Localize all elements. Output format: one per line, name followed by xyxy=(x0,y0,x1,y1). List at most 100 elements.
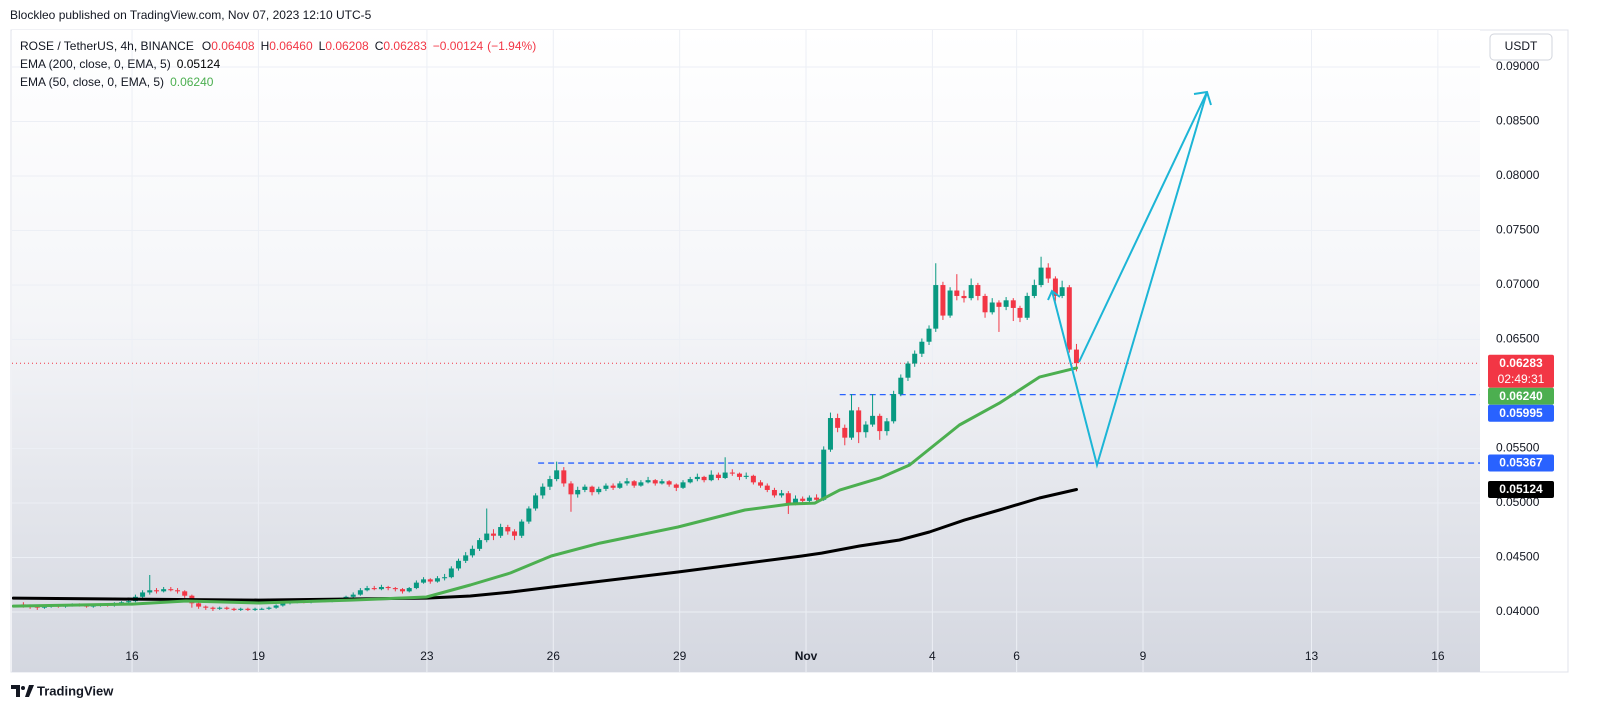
candle-body xyxy=(182,591,188,596)
candle-body xyxy=(708,474,714,481)
candle-body xyxy=(933,285,939,329)
candle-body xyxy=(736,473,742,477)
candle-body xyxy=(364,588,370,591)
candle-body xyxy=(252,608,258,610)
candle-body xyxy=(413,582,419,589)
candle-body xyxy=(512,531,518,536)
candle-body xyxy=(273,605,279,608)
candle-body xyxy=(1031,285,1037,296)
candle-body xyxy=(947,290,953,316)
legend-ohlc-key: C xyxy=(375,39,384,53)
candle-body xyxy=(982,295,988,313)
candle-body xyxy=(498,527,504,536)
candle-body xyxy=(575,489,581,495)
price-tag xyxy=(1488,481,1554,499)
candle-body xyxy=(448,568,454,578)
y-tick-label: 0.05500 xyxy=(1496,441,1540,455)
candle-body xyxy=(877,415,883,432)
candle-body xyxy=(147,590,153,593)
candle-body xyxy=(280,603,286,606)
price-tag-label: 0.05995 xyxy=(1499,406,1543,420)
candle-body xyxy=(785,493,791,504)
ema-line xyxy=(12,366,1078,608)
legend-indicator: EMA (50, close, 0, EMA, 5) 0.06240 xyxy=(20,75,214,89)
arrow-head xyxy=(1193,90,1212,106)
candle-body xyxy=(1052,278,1058,296)
y-tick-label: 0.04500 xyxy=(1496,550,1540,564)
candle-body xyxy=(701,476,707,481)
x-tick-label: 19 xyxy=(252,649,266,663)
candle-body xyxy=(245,608,251,610)
candle-body xyxy=(779,493,785,496)
candle-body xyxy=(722,472,728,478)
candle-body xyxy=(891,394,897,422)
candle-body xyxy=(196,603,202,607)
price-tag-countdown: 02:49:31 xyxy=(1498,372,1545,386)
candle-body xyxy=(126,601,132,603)
candle-body xyxy=(624,481,630,484)
y-tick-label: 0.05000 xyxy=(1496,495,1540,509)
price-tag xyxy=(1488,387,1554,405)
candle-body xyxy=(168,589,174,591)
candle-body xyxy=(371,588,377,590)
legend-ohlc-key: O xyxy=(202,39,211,53)
candle-body xyxy=(442,577,448,579)
candle-body xyxy=(800,498,806,501)
price-tag-label: 0.05367 xyxy=(1499,456,1543,470)
candle-body xyxy=(526,508,532,522)
candle-body xyxy=(266,607,272,609)
candle-body xyxy=(484,533,490,541)
candle-body xyxy=(568,483,574,495)
candle-body xyxy=(954,290,960,296)
x-tick-label: 26 xyxy=(547,649,561,663)
candle-body xyxy=(1017,307,1023,318)
candle-body xyxy=(771,489,777,496)
currency-button[interactable] xyxy=(1489,33,1553,61)
candle-body xyxy=(750,475,756,483)
candle-body xyxy=(919,341,925,354)
candle-body xyxy=(687,479,693,483)
candle-body xyxy=(821,449,827,500)
candle-body xyxy=(456,560,462,569)
candle-body xyxy=(1024,295,1030,318)
candle-body xyxy=(758,482,764,486)
candle-body xyxy=(863,424,869,433)
candle-body xyxy=(1010,300,1016,308)
legend-change-pct: (−1.94%) xyxy=(487,39,536,53)
candle-body xyxy=(203,606,209,608)
candle-body xyxy=(224,607,230,609)
y-tick-label: 0.09000 xyxy=(1496,59,1540,73)
candle-body xyxy=(638,482,644,486)
candle-body xyxy=(631,481,637,486)
candle-body xyxy=(392,588,398,590)
publish-header: Blockleo published on TradingView.com, N… xyxy=(10,8,372,22)
candle-body xyxy=(884,421,890,432)
legend-ohlc-key: H xyxy=(261,39,270,53)
price-tag xyxy=(1488,404,1554,422)
currency-button-label[interactable]: USDT xyxy=(1505,39,1538,53)
x-tick-label: 16 xyxy=(1431,649,1445,663)
candle-body xyxy=(989,302,995,313)
candle-body xyxy=(961,295,967,299)
candle-body xyxy=(469,548,475,556)
candle-body xyxy=(519,521,525,536)
candle-body xyxy=(1059,287,1065,296)
price-tag-label: 0.06240 xyxy=(1499,389,1543,403)
drawing xyxy=(1047,90,1212,469)
brand-name: TradingView xyxy=(37,683,114,698)
axes: 0.040000.045000.050000.055000.060000.065… xyxy=(125,59,1554,663)
candle-body xyxy=(617,483,623,488)
candle-body xyxy=(764,485,770,490)
candle-body xyxy=(357,590,363,595)
candle-body xyxy=(666,481,672,485)
legend-indicator: EMA (200, close, 0, EMA, 5) 0.05124 xyxy=(20,57,220,71)
logo-mark xyxy=(11,685,20,697)
candle-body xyxy=(554,470,560,480)
candle-body xyxy=(743,475,749,477)
candle-body xyxy=(540,486,546,496)
candle-body xyxy=(385,586,391,589)
candle-body xyxy=(694,476,700,480)
candle-body xyxy=(905,363,911,378)
brand-logo xyxy=(11,685,34,697)
